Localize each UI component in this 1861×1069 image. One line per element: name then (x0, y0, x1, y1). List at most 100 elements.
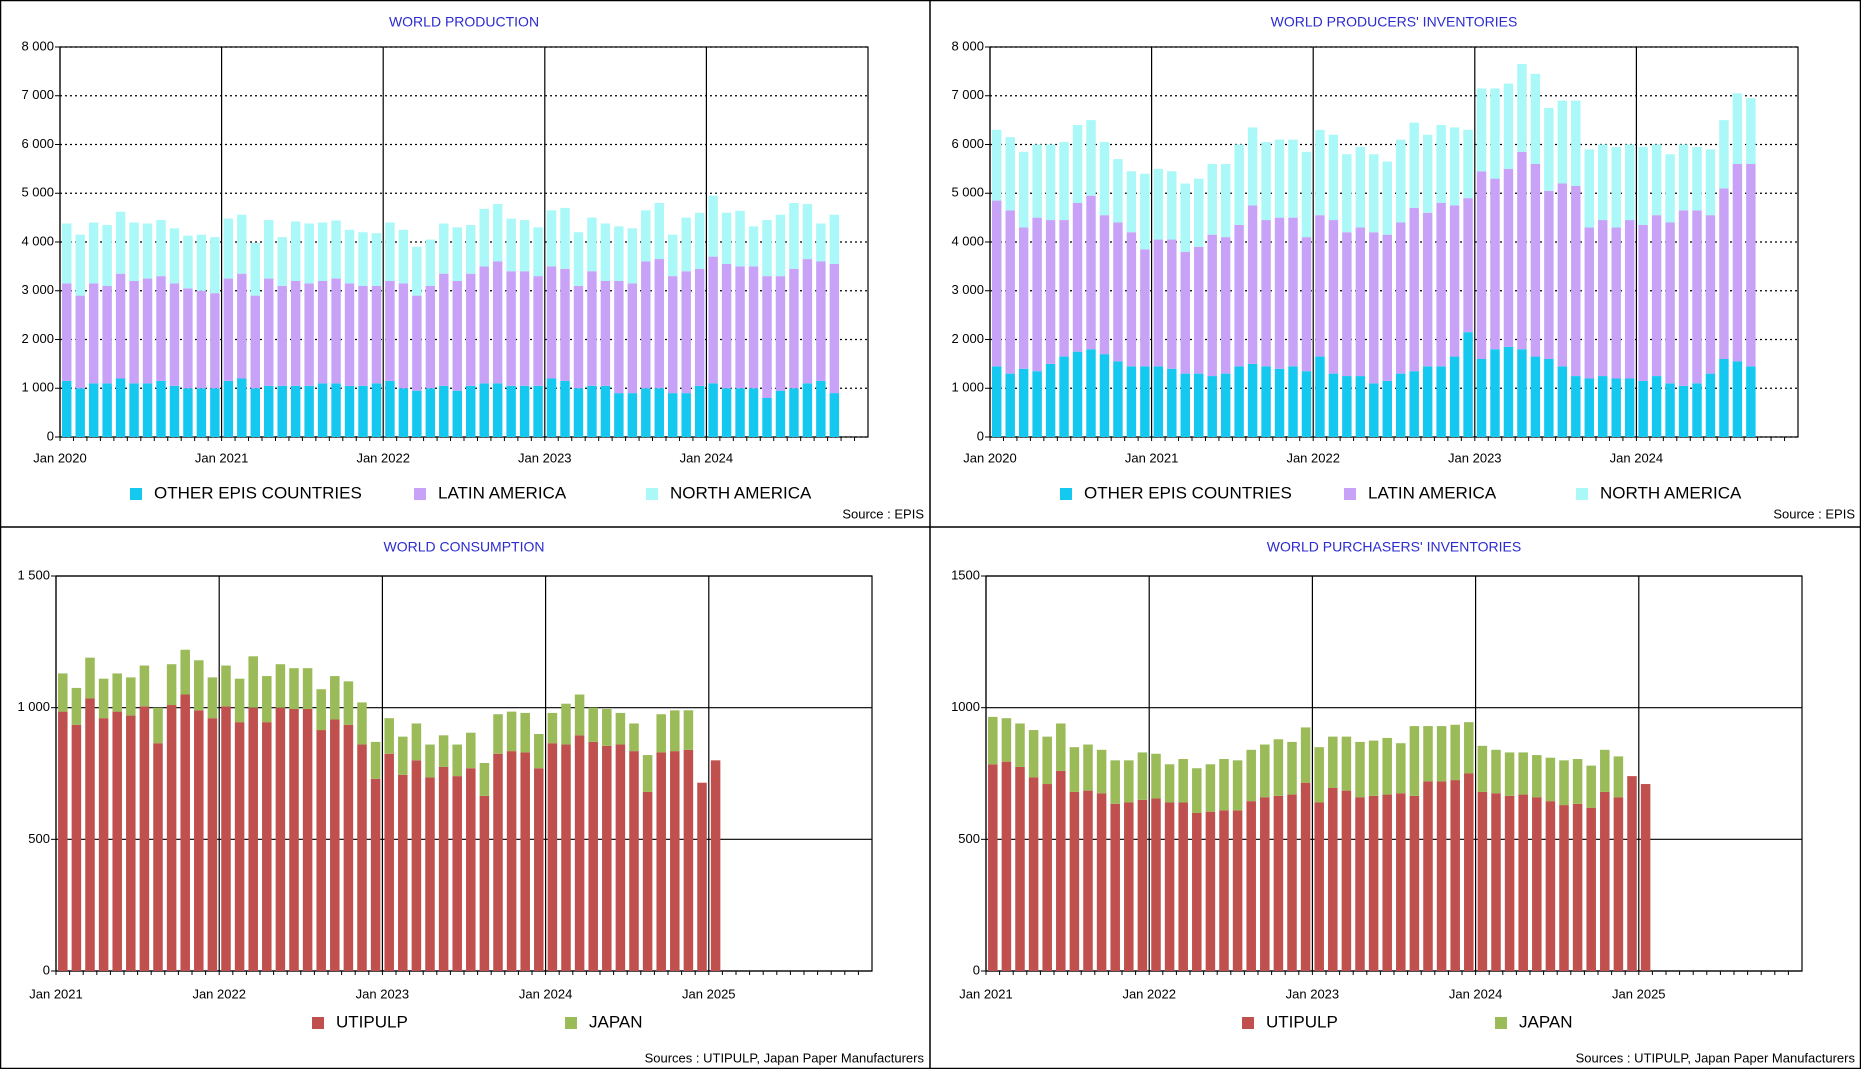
bar (316, 689, 326, 731)
bar (492, 261, 503, 384)
bar (1234, 366, 1244, 437)
bar (1449, 356, 1460, 437)
bar (1477, 791, 1488, 971)
legend-label: LATIN AMERICA (1368, 483, 1497, 502)
bar (1056, 770, 1066, 971)
x-tick-label: Jan 2020 (33, 450, 87, 465)
bar (1651, 376, 1662, 437)
bar (1464, 773, 1474, 971)
bar (317, 383, 328, 437)
bar (1153, 168, 1164, 240)
bar (668, 234, 678, 277)
bar (425, 239, 436, 286)
bar (1314, 802, 1324, 971)
legend-swatch (1344, 488, 1356, 500)
bar (196, 388, 207, 437)
x-tick-label: Jan 2022 (356, 450, 410, 465)
y-tick-label: 2 000 (951, 331, 984, 346)
bar (196, 234, 207, 291)
bar (1042, 736, 1052, 785)
y-tick-label: 4 000 (21, 233, 54, 248)
bar (98, 678, 109, 719)
bar (1018, 151, 1029, 228)
bar (358, 285, 368, 386)
chart-title: WORLD PRODUCERS' INVENTORIES (1271, 14, 1518, 30)
bar (1409, 795, 1420, 971)
bar (642, 755, 653, 792)
bar (1571, 185, 1581, 377)
bar (129, 383, 139, 437)
bar (1678, 210, 1689, 386)
bar (1096, 749, 1107, 794)
legend-label: JAPAN (1519, 1012, 1573, 1031)
bar (588, 707, 598, 742)
x-tick-label: Jan 2022 (192, 986, 246, 1001)
bar (1624, 220, 1635, 379)
bar (1449, 127, 1460, 206)
y-tick-label: 4 000 (951, 233, 984, 248)
bar (71, 687, 82, 725)
bar (479, 795, 490, 971)
bar (1436, 203, 1446, 367)
bar (357, 744, 367, 971)
bar (264, 385, 274, 437)
bar (317, 222, 328, 281)
bar (250, 388, 260, 437)
bar (1504, 795, 1515, 971)
y-tick-label: 6 000 (21, 136, 54, 151)
bar (234, 678, 245, 723)
bar (668, 393, 678, 437)
bar (234, 722, 245, 971)
bar (573, 285, 584, 389)
bar (708, 195, 718, 257)
bar (452, 776, 462, 971)
bar (264, 278, 274, 386)
y-tick-label: 2 000 (21, 331, 54, 346)
bar (88, 383, 99, 437)
bar (1328, 134, 1339, 221)
x-tick-label: Jan 2024 (680, 450, 734, 465)
bar (721, 212, 732, 264)
bar (264, 220, 274, 279)
bar (534, 768, 544, 971)
bar (330, 676, 340, 720)
bar (602, 708, 612, 746)
bar (466, 768, 476, 971)
bar (1584, 227, 1594, 379)
bar (762, 220, 772, 277)
bar (1341, 790, 1352, 971)
bar (506, 271, 516, 386)
bar (384, 753, 394, 971)
bar (1341, 736, 1352, 791)
bar (1532, 755, 1542, 798)
bar (250, 242, 260, 296)
bar (1018, 227, 1029, 369)
bar (302, 708, 313, 971)
bar (1692, 146, 1702, 211)
bar (574, 694, 585, 736)
bar (1504, 752, 1515, 796)
bar (614, 393, 624, 437)
bar (85, 657, 95, 699)
bar (425, 744, 435, 778)
bar (1503, 168, 1514, 347)
legend-swatch (1495, 1017, 1507, 1029)
bar (1205, 811, 1216, 971)
bar (439, 385, 449, 437)
bar (1261, 220, 1271, 367)
bar (694, 268, 705, 386)
bar (506, 711, 517, 752)
bar (344, 385, 355, 437)
bar (615, 712, 626, 745)
bar (112, 673, 122, 712)
bar (1194, 373, 1204, 437)
bar (1124, 802, 1134, 971)
bar (546, 210, 557, 267)
bar (411, 723, 422, 761)
bar (156, 276, 166, 381)
bar (1369, 232, 1379, 384)
bar (1422, 212, 1433, 367)
bar (1544, 359, 1554, 437)
bar (262, 676, 272, 723)
legend-swatch (414, 488, 426, 500)
